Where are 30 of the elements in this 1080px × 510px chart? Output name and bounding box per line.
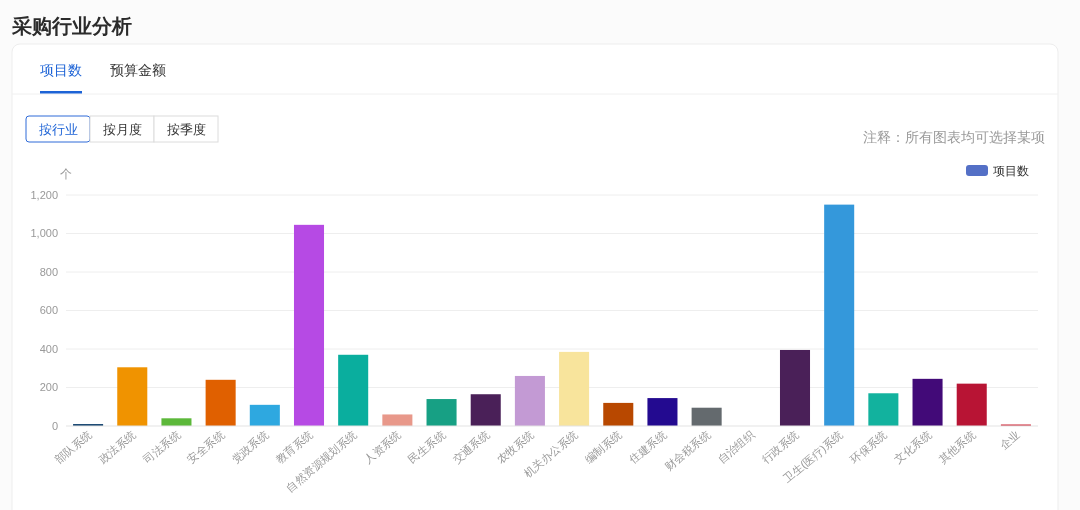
x-tick-label: 党政系统 <box>229 428 271 466</box>
chart-title: 采购行业分析 <box>11 15 132 37</box>
x-tick-label: 文化系统 <box>891 428 934 466</box>
x-tick-label: 安全系统 <box>184 428 227 466</box>
x-tick-label: 环保系统 <box>847 428 890 466</box>
x-tick-label: 人资系统 <box>361 428 404 466</box>
y-tick-label: 200 <box>39 381 58 394</box>
text: 预算金额 <box>110 62 166 78</box>
legend: 项目数 <box>966 163 1029 178</box>
y-axis-title: 个 <box>60 167 72 181</box>
text: 按季度 <box>166 122 206 137</box>
y-tick-label: 400 <box>39 342 58 355</box>
text: 按月度 <box>102 122 142 137</box>
x-tick-label: 行政系统 <box>759 428 801 466</box>
y-tick-label: 0 <box>51 419 58 432</box>
y-tick-label: 1,200 <box>30 188 58 201</box>
x-tick-label: 交通系统 <box>450 428 492 466</box>
x-tick-label: 企业 <box>997 428 1022 452</box>
x-tick-label: 自治组织 <box>715 428 757 466</box>
text: 按行业 <box>38 122 78 137</box>
x-tick-label: 其他系统 <box>936 428 978 466</box>
text: 项目数 <box>40 62 82 78</box>
x-tick-label: 民生系统 <box>405 428 448 466</box>
y-tick-label: 800 <box>39 265 58 278</box>
text: 注释：所有图表均可选择某项 <box>863 129 1045 145</box>
x-tick-label: 政法系统 <box>96 428 139 466</box>
x-tick-label: 司法系统 <box>140 428 183 466</box>
y-tick-label: 600 <box>39 304 58 317</box>
x-tick-label: 编制系统 <box>582 428 625 466</box>
y-tick-label: 1,000 <box>30 227 58 240</box>
